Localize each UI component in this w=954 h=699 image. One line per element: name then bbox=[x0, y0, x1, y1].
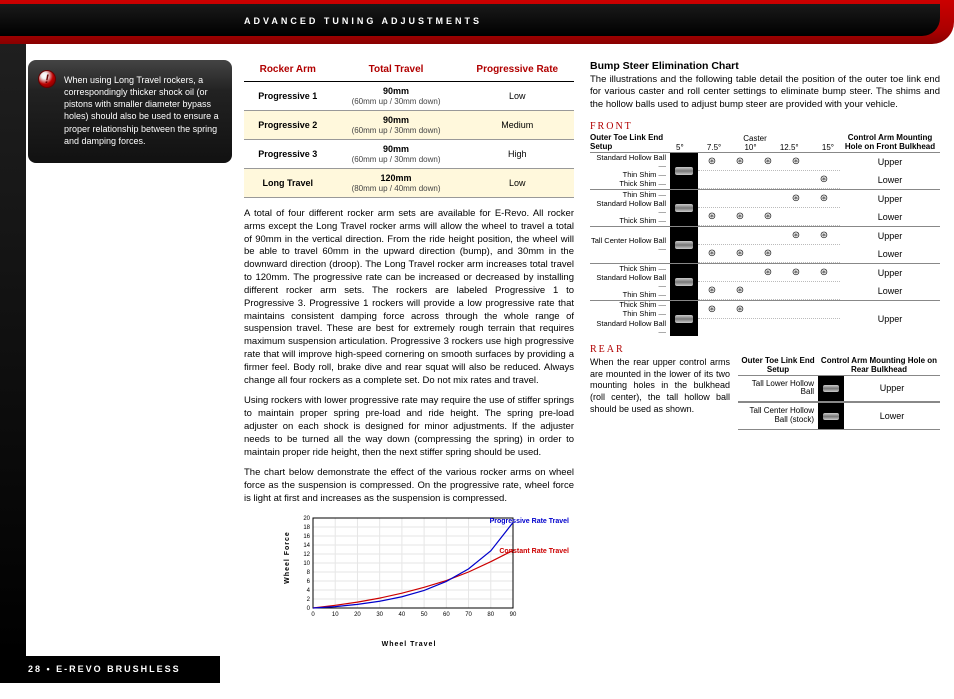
svg-text:10: 10 bbox=[303, 561, 310, 567]
top-banner: ADVANCED TUNING ADJUSTMENTS bbox=[0, 0, 954, 44]
svg-text:2: 2 bbox=[307, 597, 311, 603]
svg-text:20: 20 bbox=[354, 612, 361, 618]
svg-text:0: 0 bbox=[307, 606, 311, 612]
chart-x-label: Wheel Travel bbox=[279, 641, 539, 648]
paragraph-1: A total of four different rocker arm set… bbox=[244, 208, 574, 387]
rear-row: Tall Center Hollow Ball (stock)Lower bbox=[738, 402, 940, 430]
svg-text:80: 80 bbox=[487, 612, 494, 618]
svg-text:12: 12 bbox=[303, 552, 310, 558]
bump-header-caster: Caster bbox=[670, 134, 840, 143]
bump-group: Standard Hollow BallThin ShimThick Shim⊛… bbox=[590, 152, 940, 189]
bump-steer-front-table: Outer Toe Link End Setup Caster 5°7.5°10… bbox=[590, 134, 940, 336]
rocker-arm-table: Rocker Arm Total Travel Progressive Rate… bbox=[244, 60, 574, 198]
section-heading: ADVANCED TUNING ADJUSTMENTS bbox=[0, 4, 940, 36]
legend-progressive: Progressive Rate Travel bbox=[490, 518, 569, 525]
sidebar-tip: When using Long Travel rockers, a corres… bbox=[28, 60, 232, 163]
bump-group: Thick ShimStandard Hollow BallThin Shim⊛… bbox=[590, 263, 940, 300]
table-row: Progressive 3 bbox=[244, 140, 332, 169]
th-total-travel: Total Travel bbox=[332, 60, 461, 82]
bump-header-right: Control Arm Mounting Hole on Front Bulkh… bbox=[840, 134, 940, 152]
bump-group: Thin ShimStandard Hollow BallThick Shim⊛… bbox=[590, 189, 940, 226]
table-row: Progressive 1 bbox=[244, 82, 332, 111]
svg-text:30: 30 bbox=[376, 612, 383, 618]
svg-text:16: 16 bbox=[303, 534, 310, 540]
wheel-force-chart: Wheel Force 0 10 20 30 40 50 60 70 80 90 0 2 4 6 8 10 12… bbox=[279, 514, 539, 634]
bump-header-left: Outer Toe Link End Setup bbox=[590, 134, 670, 152]
legend-constant: Constant Rate Travel bbox=[499, 548, 569, 555]
svg-text:18: 18 bbox=[303, 525, 310, 531]
svg-text:60: 60 bbox=[443, 612, 450, 618]
rear-table: Outer Toe Link End Setup Control Arm Mou… bbox=[738, 357, 940, 430]
bump-group: Thick ShimThin ShimStandard Hollow Ball⊛… bbox=[590, 300, 940, 336]
svg-text:40: 40 bbox=[399, 612, 406, 618]
table-row: Long Travel bbox=[244, 169, 332, 198]
svg-text:90: 90 bbox=[510, 612, 517, 618]
bump-steer-intro: The illustrations and the following tabl… bbox=[590, 74, 940, 111]
table-row: Progressive 2 bbox=[244, 111, 332, 140]
svg-text:20: 20 bbox=[303, 516, 310, 522]
svg-text:8: 8 bbox=[307, 570, 311, 576]
rear-label: REAR bbox=[590, 344, 940, 355]
front-label: FRONT bbox=[590, 121, 940, 132]
rear-row: Tall Lower Hollow BallUpper bbox=[738, 375, 940, 403]
bump-group: Tall Center Hollow Ball⊛⊛⊛⊛⊛UpperLower bbox=[590, 226, 940, 263]
svg-text:6: 6 bbox=[307, 579, 311, 585]
svg-text:50: 50 bbox=[421, 612, 428, 618]
svg-text:10: 10 bbox=[332, 612, 339, 618]
th-prog-rate: Progressive Rate bbox=[461, 60, 574, 82]
svg-text:70: 70 bbox=[465, 612, 472, 618]
th-rocker-arm: Rocker Arm bbox=[244, 60, 332, 82]
left-column: Rocker Arm Total Travel Progressive Rate… bbox=[244, 60, 574, 634]
bump-steer-title: Bump Steer Elimination Chart bbox=[590, 60, 940, 72]
svg-text:4: 4 bbox=[307, 588, 311, 594]
paragraph-3: The chart below demonstrate the effect o… bbox=[244, 467, 574, 505]
alert-icon bbox=[38, 70, 56, 88]
left-rail bbox=[0, 44, 26, 656]
svg-text:14: 14 bbox=[303, 543, 310, 549]
paragraph-2: Using rockers with lower progressive rat… bbox=[244, 395, 574, 459]
rear-header-left: Outer Toe Link End Setup bbox=[738, 357, 818, 375]
rear-header-right: Control Arm Mounting Hole on Rear Bulkhe… bbox=[818, 357, 940, 375]
chart-y-label: Wheel Force bbox=[284, 531, 291, 584]
sidebar-tip-text: When using Long Travel rockers, a corres… bbox=[64, 74, 220, 147]
right-column: Bump Steer Elimination Chart The illustr… bbox=[590, 60, 940, 430]
footer-bar: 28 • E-REVO BRUSHLESS bbox=[0, 656, 220, 683]
svg-text:0: 0 bbox=[311, 612, 315, 618]
rear-text: When the rear upper control arms are mou… bbox=[590, 357, 730, 430]
